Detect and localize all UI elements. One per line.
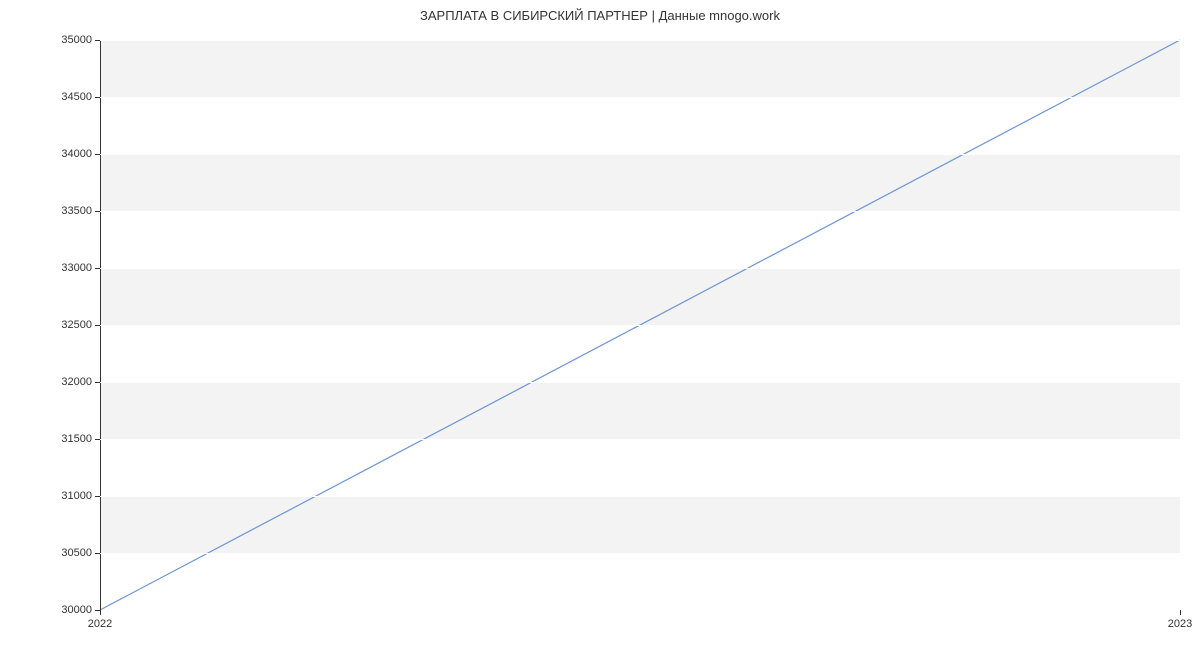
y-gridline [100, 268, 1180, 269]
y-gridline [100, 325, 1180, 326]
y-tick-mark [95, 496, 100, 497]
y-tick-mark [95, 211, 100, 212]
y-tick-mark [95, 40, 100, 41]
y-gridline [100, 211, 1180, 212]
y-gridline [100, 382, 1180, 383]
x-tick-mark [1180, 610, 1181, 615]
y-tick-mark [95, 439, 100, 440]
y-tick-mark [95, 154, 100, 155]
x-tick-mark [100, 610, 101, 615]
y-gridline [100, 97, 1180, 98]
salary-chart: ЗАРПЛАТА В СИБИРСКИЙ ПАРТНЕР | Данные mn… [0, 0, 1200, 650]
y-tick-mark [95, 325, 100, 326]
y-gridline [100, 553, 1180, 554]
y-gridline [100, 439, 1180, 440]
chart-title: ЗАРПЛАТА В СИБИРСКИЙ ПАРТНЕР | Данные mn… [0, 8, 1200, 23]
y-tick-mark [95, 97, 100, 98]
y-tick-mark [95, 382, 100, 383]
y-gridline [100, 40, 1180, 41]
y-tick-mark [95, 553, 100, 554]
plot-area: 3000030500310003150032000325003300033500… [100, 40, 1180, 610]
y-tick-mark [95, 268, 100, 269]
y-gridline [100, 610, 1180, 611]
y-gridline [100, 154, 1180, 155]
y-gridline [100, 496, 1180, 497]
